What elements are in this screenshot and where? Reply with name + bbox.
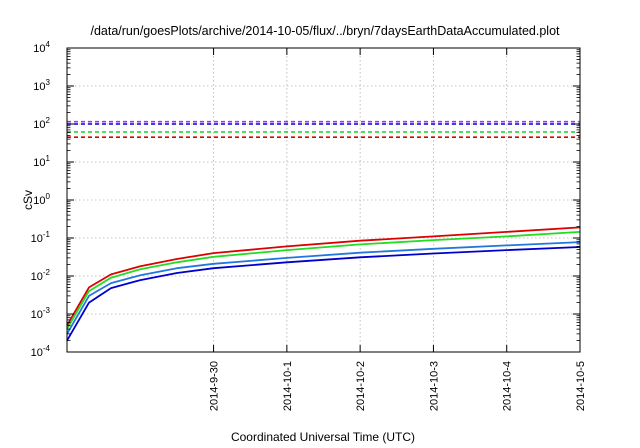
- x-tick-label: 2014-10-4: [502, 361, 514, 411]
- series-line: [66, 231, 581, 330]
- grid: [67, 48, 580, 352]
- chart-title: /data/run/goesPlots/archive/2014-10-05/f…: [90, 24, 560, 38]
- x-tick-label: 2014-9-30: [209, 361, 221, 411]
- y-tick-label: 101: [33, 154, 50, 169]
- y-tick-label: 10-2: [31, 268, 51, 283]
- y-tick-label: 100: [33, 192, 50, 207]
- series-line: [66, 246, 581, 342]
- x-tick-label: 2014-10-5: [575, 361, 587, 411]
- series-line: [66, 226, 581, 326]
- y-tick-label: 102: [33, 116, 50, 131]
- x-axis-label: Coordinated Universal Time (UTC): [231, 430, 415, 444]
- y-tick-label: 10-1: [31, 230, 51, 245]
- x-axis: 2014-9-30 2014-10-1 2014-10-2 2014-10-3 2014…: [209, 48, 587, 411]
- x-tick-label: 2014-10-2: [355, 361, 367, 411]
- y-tick-label: 10-3: [31, 306, 51, 321]
- reference-lines: [67, 120, 580, 138]
- y-tick-label: 103: [33, 78, 50, 93]
- x-tick-label: 2014-10-3: [428, 361, 440, 411]
- data-series: [66, 226, 581, 342]
- y-axis-label: cSv: [21, 190, 35, 210]
- y-axis: 10-4 10-3 10-2 10-1 100 101 102 103 104: [31, 40, 580, 359]
- y-tick-label: 104: [33, 40, 50, 55]
- series-line: [66, 241, 581, 335]
- x-tick-label: 2014-10-1: [282, 361, 294, 411]
- y-tick-label: 10-4: [31, 344, 51, 359]
